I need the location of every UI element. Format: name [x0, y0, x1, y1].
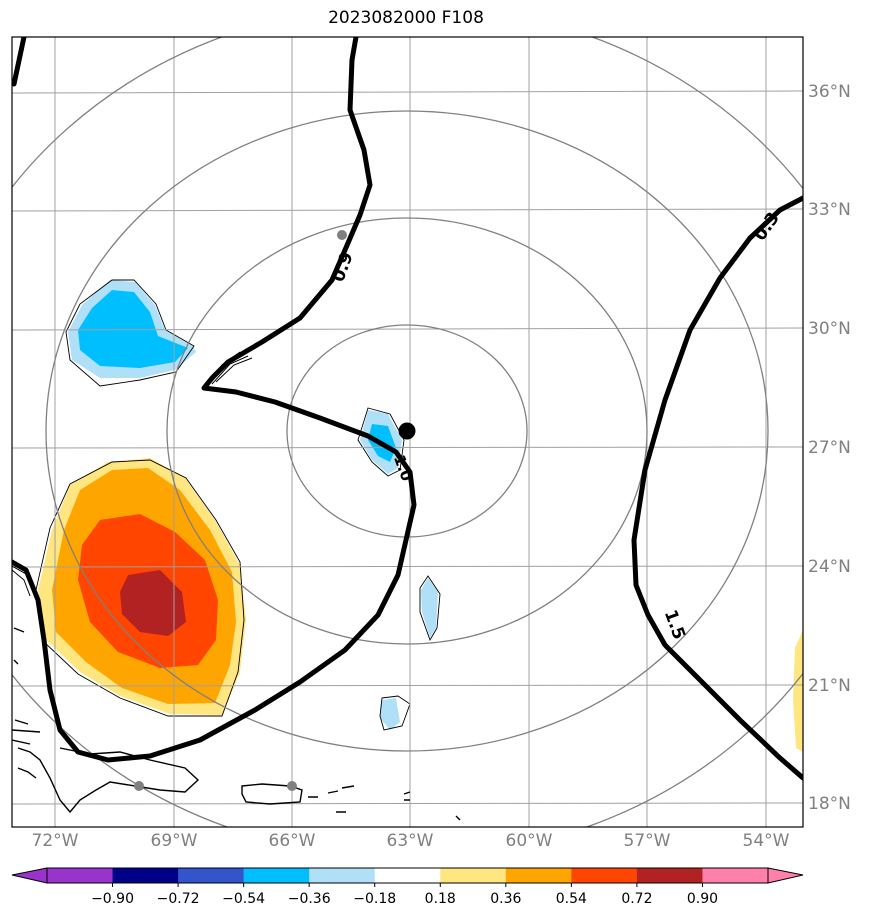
- station-marker: [337, 230, 347, 240]
- colorbar-segment: [47, 868, 114, 883]
- colorbar-segment: [112, 868, 179, 883]
- station-marker: [134, 781, 144, 791]
- lat-label-18n: 18°N: [808, 794, 851, 814]
- parallel-30n: [12, 327, 803, 331]
- latitude-labels: 36°N 33°N 30°N 27°N 24°N 21°N 18°N: [808, 82, 851, 814]
- cuba-coast: [12, 729, 41, 745]
- colorbar-segment: [571, 868, 638, 883]
- colorbar-tick-label: −0.90: [91, 891, 134, 907]
- lat-label-27n: 27°N: [808, 438, 851, 458]
- colorbar-tick-label: 0.54: [556, 891, 587, 907]
- contour-east: [631, 195, 803, 781]
- colorbar-segment: [374, 868, 441, 883]
- negative-anomaly-036: [78, 290, 188, 368]
- colorbar-segment: [440, 868, 507, 883]
- lat-label-36n: 36°N: [808, 82, 851, 102]
- storm-center-marker: [398, 422, 416, 440]
- map-area: 0.9 1.5 0.3 1.0: [12, 37, 803, 827]
- range-rings: [12, 37, 803, 827]
- range-ring-2: [166, 217, 648, 645]
- positive-anomaly-edge: [793, 630, 803, 752]
- colorbar-segment: [702, 868, 769, 883]
- parallel-36n: [12, 90, 803, 94]
- lon-label-72w: 72°W: [32, 831, 79, 851]
- colorbar-tick-label: −0.72: [157, 891, 200, 907]
- lat-label-33n: 33°N: [808, 200, 851, 220]
- puerto-rico-coast: [241, 783, 303, 805]
- colorbar-segment: [178, 868, 245, 883]
- colorbar-segment: [309, 868, 376, 883]
- lon-label-69w: 69°W: [151, 831, 198, 851]
- parallel-27n: [12, 446, 803, 449]
- longitude-labels: 72°W 69°W 66°W 63°W 60°W 57°W 54°W: [32, 831, 790, 851]
- colorbar-tick-label: −0.36: [288, 891, 331, 907]
- shaded-outlines: [35, 279, 441, 731]
- colorbar-tick-label: 0.36: [490, 891, 521, 907]
- colorbar-segment: [505, 868, 572, 883]
- lon-label-54w: 54°W: [743, 831, 790, 851]
- lon-label-63w: 63°W: [387, 831, 434, 851]
- colorbar-tick-label: −0.18: [353, 891, 396, 907]
- lon-label-66w: 66°W: [269, 831, 316, 851]
- parallel-33n: [12, 208, 803, 212]
- station-marker: [287, 781, 297, 791]
- shaded-anomaly-field: [38, 280, 803, 752]
- colorbar-tick-label: 0.18: [425, 891, 456, 907]
- colorbar-tick-label: 0.90: [687, 891, 718, 907]
- contour-bundle: [12, 351, 253, 597]
- colorbar: −0.90 −0.72 −0.54 −0.36 −0.18 0.18 0.36 0.54 0.7…: [11, 867, 804, 907]
- negative-anomaly-south: [421, 578, 438, 638]
- colorbar-tick-label: 0.72: [621, 891, 652, 907]
- colorbar-segment: [243, 868, 310, 883]
- colorbar-segment: [636, 868, 703, 883]
- bahamas-fragment: [13, 627, 29, 725]
- colorbar-tick-label: −0.54: [222, 891, 265, 907]
- parallel-24n: [12, 565, 803, 568]
- parallel-21n: [12, 684, 803, 687]
- negative-anomaly-small: [380, 698, 400, 730]
- contour-main: [12, 37, 417, 763]
- lon-label-57w: 57°W: [624, 831, 671, 851]
- virgin-islands-coast: [308, 785, 461, 821]
- colorbar-extend-high: [767, 867, 804, 884]
- lat-label-30n: 30°N: [808, 319, 851, 339]
- lon-label-60w: 60°W: [506, 831, 553, 851]
- colorbar-outline: [46, 867, 769, 884]
- positive-anomaly-072: [120, 570, 186, 636]
- colorbar-extend-low: [11, 867, 48, 884]
- lat-label-24n: 24°N: [808, 557, 851, 577]
- thick-contours: [12, 37, 803, 781]
- map-frame: [11, 36, 804, 828]
- range-ring-3: [45, 110, 769, 752]
- parallel-18n: [12, 802, 803, 805]
- lat-label-21n: 21°N: [808, 676, 851, 696]
- map-title: 2023082000 F108: [328, 8, 484, 28]
